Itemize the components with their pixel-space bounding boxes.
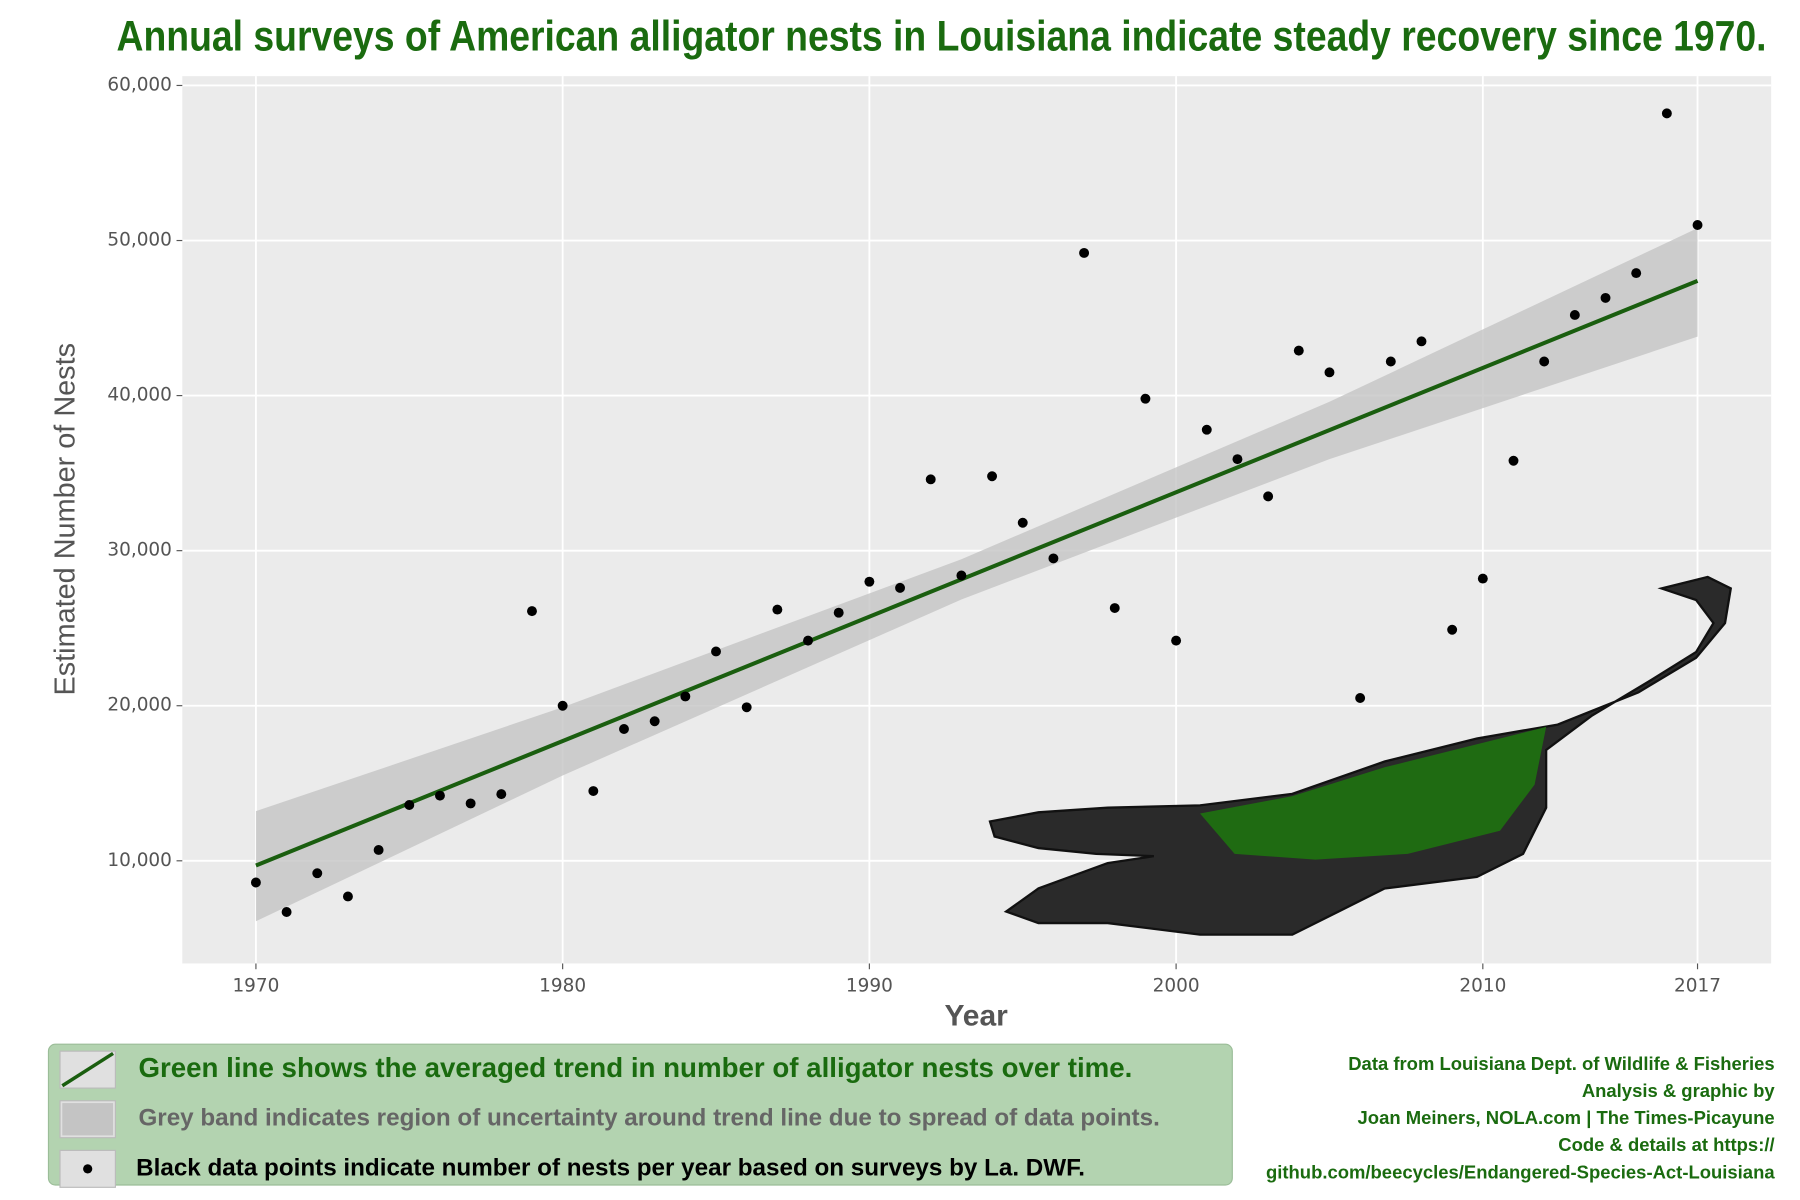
legend-key-line bbox=[61, 1052, 115, 1088]
y-axis-label: Estimated Number of Nests bbox=[50, 343, 82, 695]
legend-label: Black data points indicate number of nes… bbox=[136, 1154, 1085, 1181]
data-point bbox=[373, 844, 384, 855]
data-point bbox=[741, 702, 752, 713]
data-point bbox=[1048, 553, 1059, 564]
y-tick-label: 30,000 bbox=[107, 540, 172, 561]
y-tick-label: 40,000 bbox=[107, 385, 172, 406]
data-point bbox=[1508, 455, 1519, 466]
data-point bbox=[1661, 108, 1672, 119]
data-point bbox=[1385, 356, 1396, 367]
data-point bbox=[987, 471, 998, 482]
x-axis-label: Year bbox=[944, 1000, 1008, 1033]
legend-box bbox=[47, 1043, 1233, 1186]
marks bbox=[250, 108, 1703, 922]
data-point bbox=[434, 790, 445, 801]
data-point bbox=[772, 604, 783, 615]
x-tick-label: 2017 bbox=[1674, 976, 1721, 997]
legend: Green line shows the averaged trend in n… bbox=[59, 1050, 1160, 1188]
data-point bbox=[619, 724, 629, 734]
data-point bbox=[1539, 356, 1550, 367]
data-point bbox=[1569, 309, 1580, 320]
data-point bbox=[1477, 573, 1488, 584]
data-point bbox=[1109, 603, 1120, 614]
source-notes: Data from Louisiana Dept. of Wildlife & … bbox=[1266, 1053, 1775, 1182]
y-tick-label: 50,000 bbox=[107, 230, 172, 251]
data-point bbox=[833, 607, 844, 618]
data-point bbox=[1017, 517, 1028, 528]
y-tick-label: 20,000 bbox=[107, 695, 172, 716]
source-note: Data from Louisiana Dept. of Wildlife & … bbox=[1348, 1053, 1774, 1074]
data-point bbox=[1631, 268, 1642, 279]
data-point bbox=[404, 800, 415, 810]
data-point bbox=[1293, 345, 1304, 356]
legend-key-band bbox=[62, 1103, 114, 1136]
trend-line bbox=[255, 278, 1699, 868]
y-tick-label: 60,000 bbox=[107, 74, 172, 95]
data-point bbox=[527, 606, 537, 617]
legend-key-point bbox=[83, 1164, 93, 1174]
x-tick-label: 1970 bbox=[232, 976, 279, 997]
legend-label: Green line shows the averaged trend in n… bbox=[138, 1052, 1132, 1083]
data-point bbox=[588, 786, 599, 796]
data-point bbox=[312, 868, 323, 879]
data-point bbox=[250, 877, 261, 888]
data-point bbox=[1692, 220, 1703, 230]
source-note: github.com/beecycles/Endangered-Species-… bbox=[1266, 1161, 1775, 1182]
data-point bbox=[711, 646, 721, 657]
source-note: Code & details at https:// bbox=[1558, 1134, 1774, 1155]
data-point bbox=[496, 789, 507, 800]
x-tick-label: 2010 bbox=[1459, 976, 1506, 997]
x-tick-label: 1980 bbox=[539, 976, 586, 997]
data-point bbox=[864, 576, 875, 587]
data-point bbox=[1355, 693, 1366, 703]
data-point bbox=[803, 635, 813, 646]
data-point bbox=[895, 582, 906, 593]
data-point bbox=[1140, 393, 1151, 404]
data-point bbox=[342, 891, 353, 902]
y-tick-label: 10,000 bbox=[107, 850, 172, 871]
data-point bbox=[1079, 247, 1090, 258]
source-note: Analysis & graphic by bbox=[1582, 1080, 1776, 1101]
chart-title: Annual surveys of American alligator nes… bbox=[117, 13, 1767, 61]
data-point bbox=[1600, 292, 1611, 303]
data-point bbox=[925, 474, 936, 485]
legend-label: Grey band indicates region of uncertaint… bbox=[138, 1105, 1159, 1132]
data-point bbox=[649, 716, 660, 727]
data-point bbox=[557, 700, 568, 711]
alligator-illustration bbox=[988, 575, 1733, 936]
data-point bbox=[465, 798, 476, 809]
data-point bbox=[1171, 635, 1182, 646]
data-point bbox=[281, 907, 292, 917]
data-point bbox=[680, 691, 691, 702]
data-point bbox=[1263, 491, 1274, 502]
x-tick-label: 1990 bbox=[846, 976, 893, 997]
data-point bbox=[1447, 624, 1458, 635]
data-point bbox=[1324, 367, 1335, 378]
data-point bbox=[1232, 454, 1243, 465]
source-note: Joan Meiners, NOLA.com | The Times-Picay… bbox=[1358, 1107, 1775, 1128]
data-point bbox=[1416, 336, 1427, 347]
data-point bbox=[956, 570, 967, 581]
alligator-scales bbox=[1200, 726, 1547, 860]
x-tick-label: 2000 bbox=[1153, 976, 1200, 997]
data-point bbox=[1201, 424, 1212, 435]
